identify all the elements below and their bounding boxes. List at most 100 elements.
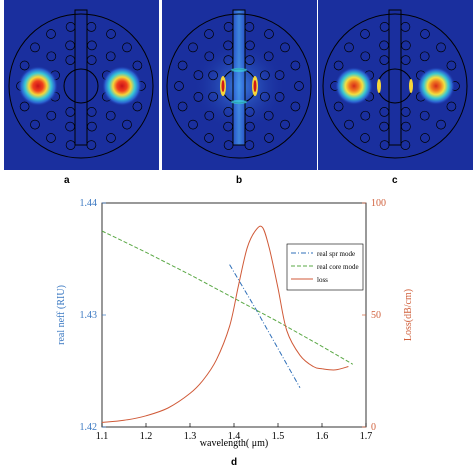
air-hole — [344, 119, 354, 130]
x-tick-label: 1.7 — [360, 431, 373, 442]
air-hole — [420, 133, 430, 143]
air-hole — [122, 119, 132, 130]
air-hole — [400, 107, 411, 117]
air-hole — [204, 29, 214, 39]
plot-frame — [101, 202, 367, 428]
air-hole — [208, 70, 218, 81]
air-hole — [360, 29, 370, 39]
air-hole — [401, 40, 411, 51]
field-panel-a — [4, 0, 159, 170]
air-hole — [400, 140, 411, 150]
air-hole — [46, 133, 56, 143]
air-hole — [290, 60, 301, 71]
air-hole — [87, 121, 97, 132]
air-hole — [105, 110, 116, 121]
air-hole — [223, 140, 234, 150]
air-hole — [132, 101, 143, 112]
air-hole — [290, 101, 301, 112]
y-left-tick-label: 1.44 — [80, 198, 98, 209]
air-hole — [65, 40, 75, 51]
air-hole — [46, 51, 57, 62]
air-hole — [264, 133, 274, 143]
air-hole — [360, 133, 370, 143]
air-hole — [379, 40, 389, 51]
field-panel-b — [162, 0, 317, 170]
air-hole — [132, 60, 143, 71]
panel-label-c: c — [392, 175, 398, 186]
air-hole — [188, 119, 198, 130]
air-hole — [360, 110, 371, 121]
air-hole — [446, 101, 457, 112]
air-hole — [333, 60, 344, 71]
air-hole — [400, 22, 411, 32]
air-hole — [204, 110, 215, 121]
air-hole — [174, 81, 184, 91]
field-panel-c — [318, 0, 473, 170]
air-hole — [360, 51, 371, 62]
y-right-tick-label: 0 — [371, 422, 376, 433]
legend-label-loss: loss — [317, 276, 328, 284]
y-left-tick-label: 1.42 — [80, 422, 98, 433]
air-hole — [65, 121, 75, 132]
panel-label-b: b — [236, 175, 243, 186]
air-hole — [379, 107, 390, 117]
air-hole — [105, 51, 116, 62]
air-hole — [193, 92, 204, 102]
series-line — [229, 264, 301, 389]
air-hole — [446, 60, 457, 71]
legend-label-core: real core mode — [317, 263, 359, 271]
air-hole — [204, 133, 214, 143]
air-hole — [223, 22, 234, 32]
air-hole — [260, 91, 270, 102]
air-hole — [294, 81, 304, 91]
air-hole — [208, 91, 218, 102]
legend: real spr mode real core mode loss — [286, 243, 364, 291]
air-hole — [65, 107, 76, 117]
air-hole — [260, 70, 270, 81]
y-right-tick-label: 50 — [371, 310, 381, 321]
air-hole — [46, 110, 57, 121]
air-hole — [86, 107, 97, 117]
panel-label-d: d — [231, 457, 237, 468]
air-hole — [333, 101, 344, 112]
air-hole — [30, 42, 40, 53]
core-mode-left — [18, 66, 58, 106]
air-hole — [420, 29, 430, 39]
air-hole — [436, 42, 446, 53]
coupled-mode-right — [417, 67, 455, 105]
air-hole — [177, 60, 188, 71]
air-hole — [379, 55, 390, 65]
core-mode-right — [102, 66, 142, 106]
air-hole — [204, 51, 215, 62]
air-hole — [193, 70, 204, 80]
air-hole — [379, 140, 390, 150]
legend-label-spr: real spr mode — [317, 250, 355, 258]
x-tick-label: 1.4 — [228, 431, 241, 442]
air-hole — [106, 29, 116, 39]
air-hole — [46, 29, 56, 39]
x-tick-label: 1.5 — [272, 431, 285, 442]
air-hole — [244, 140, 255, 150]
air-hole — [177, 101, 188, 112]
air-hole — [106, 133, 116, 143]
neff-loss-chart: 1.1 1.2 1.3 1.4 1.5 1.6 1.71.421.431.44050100 … — [56, 198, 414, 468]
y-axis-left-label: real neff (RIU) — [56, 285, 67, 345]
air-hole — [65, 140, 76, 150]
air-hole — [280, 42, 290, 53]
x-tick-label: 1.6 — [316, 431, 329, 442]
air-hole — [274, 92, 285, 102]
y-axis-right-label: Loss(dB/cm) — [403, 289, 414, 341]
air-hole — [401, 121, 411, 132]
x-tick-label: 1.3 — [184, 431, 197, 442]
x-tick-label: 1.1 — [96, 431, 109, 442]
y-right-tick-label: 100 — [371, 198, 386, 209]
air-hole — [188, 42, 198, 53]
air-hole — [274, 70, 285, 80]
air-hole — [244, 22, 255, 32]
air-hole — [436, 119, 446, 130]
air-hole — [419, 110, 430, 121]
air-hole — [19, 101, 30, 112]
series-line — [101, 225, 349, 423]
coupled-mode-left — [335, 67, 373, 105]
air-hole — [30, 119, 40, 130]
